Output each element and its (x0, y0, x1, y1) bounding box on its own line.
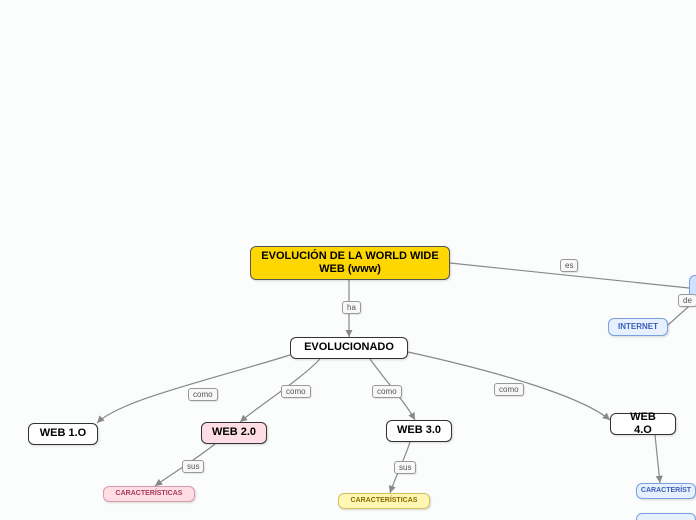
node-web2: WEB 2.0 (201, 422, 267, 444)
edge-label-como3: como (372, 385, 402, 398)
edge-label-de: de (678, 294, 696, 307)
node-web4: WEB 4.O (610, 413, 676, 435)
edge-label-sus1: sus (182, 460, 204, 473)
edge-label-como4: como (494, 383, 524, 396)
node-caracteristicas-yellow: CARACTERÍSTICAS (338, 493, 430, 509)
node-internet: INTERNET (608, 318, 668, 336)
edge-label-como1: como (188, 388, 218, 401)
edge-label-sus2: sus (394, 461, 416, 474)
node-caracteristicas-blue: CARACTERÍST (636, 483, 696, 499)
node-web3: WEB 3.0 (386, 420, 452, 442)
diagram-canvas: EVOLUCIÓN DE LA WORLD WIDE WEB (www) EVO… (0, 0, 696, 520)
node-caracteristicas-pink: CARACTERÍSTICAS (103, 486, 195, 502)
node-evolucionado: EVOLUCIONADO (290, 337, 408, 359)
edge-label-como2: como (281, 385, 311, 398)
edge-label-es: es (560, 259, 578, 272)
node-web1: WEB 1.O (28, 423, 98, 445)
node-root: EVOLUCIÓN DE LA WORLD WIDE WEB (www) (250, 246, 450, 280)
node-partial-bottom (636, 513, 696, 520)
edge-label-ha: ha (342, 301, 361, 314)
